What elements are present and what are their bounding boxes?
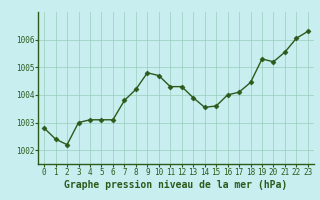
X-axis label: Graphe pression niveau de la mer (hPa): Graphe pression niveau de la mer (hPa)	[64, 180, 288, 190]
